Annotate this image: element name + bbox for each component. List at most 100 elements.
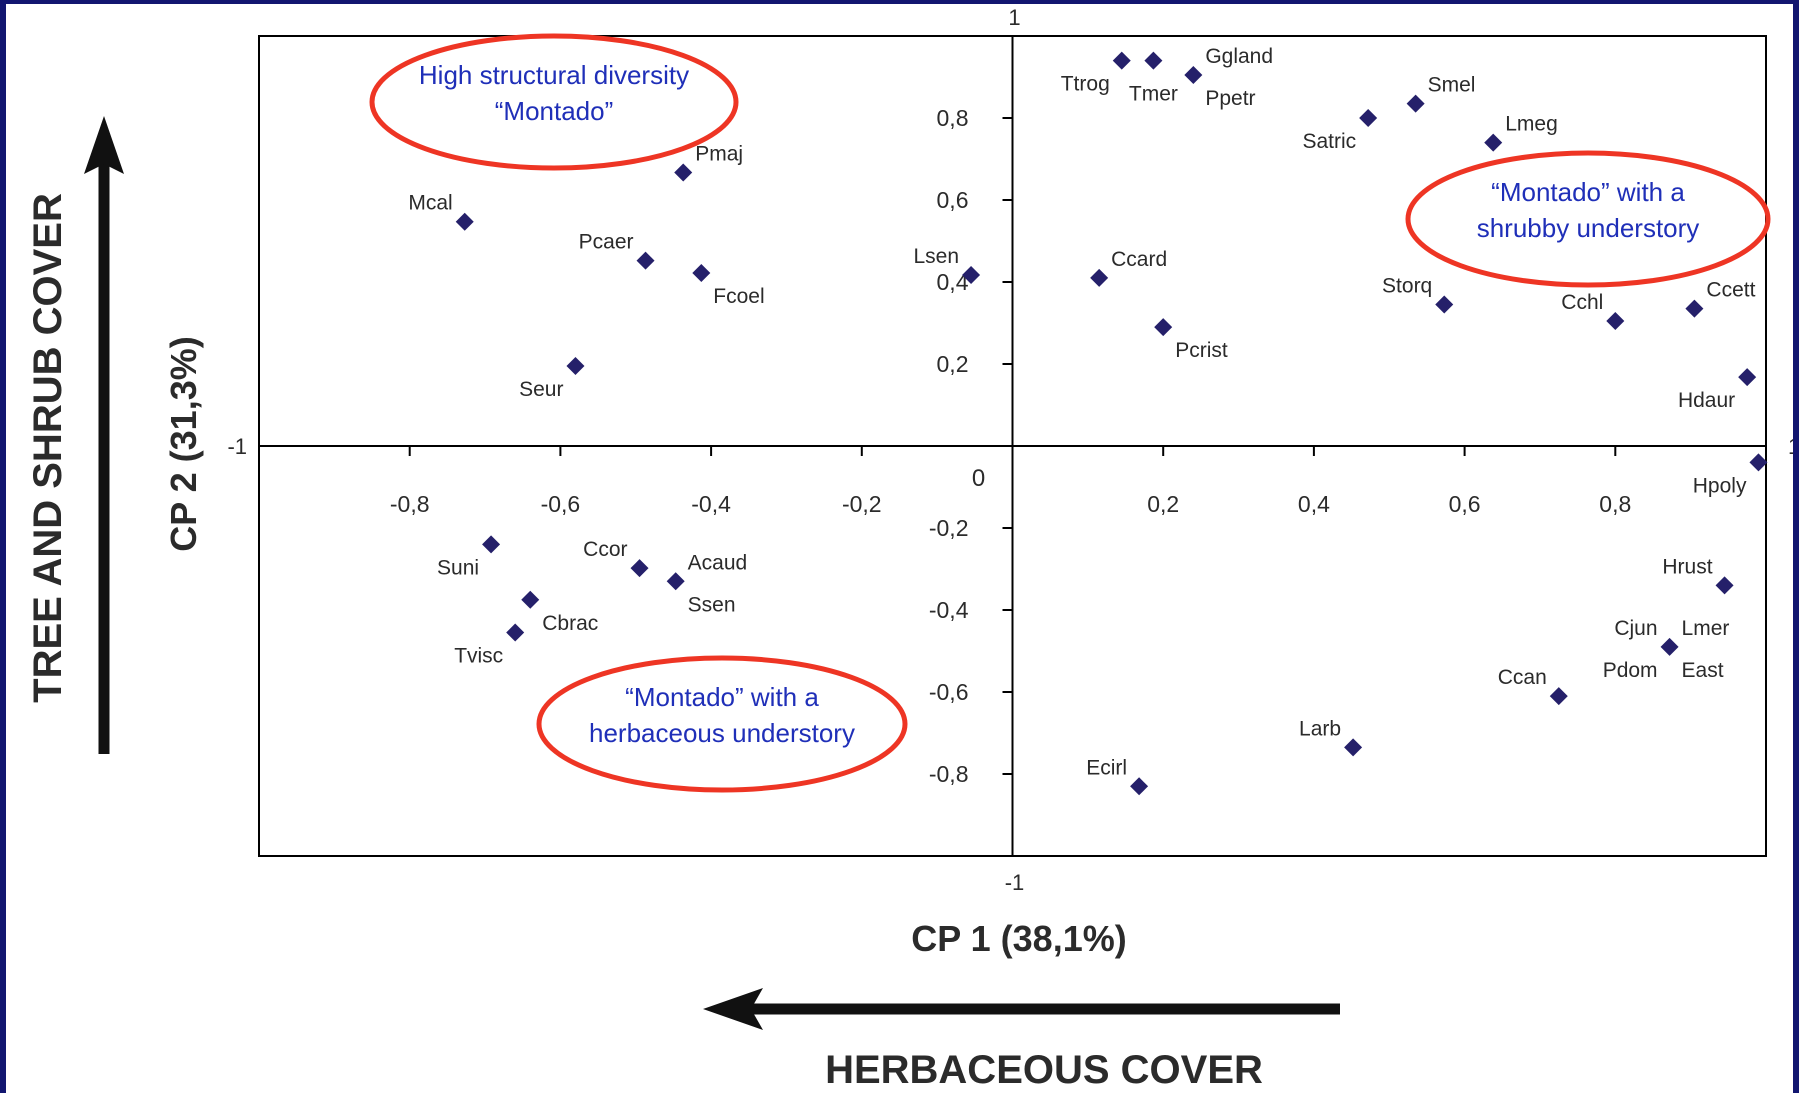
data-point-marker — [692, 263, 711, 282]
data-point-label: Fcoel — [713, 285, 764, 308]
data-point-label: Pdom — [1603, 659, 1658, 682]
tree-shrub-cover-label: TREE AND SHRUB COVER — [26, 193, 70, 703]
annotation-text: “Montado” with a — [1491, 177, 1685, 207]
data-point-marker — [962, 266, 981, 285]
data-point-marker — [1144, 51, 1163, 70]
data-point-label: Ssen — [688, 593, 736, 616]
x-tick-label: -0,6 — [541, 491, 581, 517]
data-point-marker — [1606, 311, 1625, 330]
y-tick-label: 0,6 — [937, 187, 969, 213]
data-point-label: Suni — [437, 556, 479, 579]
y-axis-top-end-label: 1 — [1008, 5, 1020, 30]
x-tick-label: 0,4 — [1298, 491, 1330, 517]
data-point-label: Ttrog — [1061, 73, 1110, 96]
data-point-marker — [1715, 576, 1734, 595]
data-point-label: East — [1682, 659, 1724, 682]
data-point-label: Pcrist — [1175, 339, 1228, 362]
annotation-text: shrubby understory — [1477, 213, 1700, 243]
data-point-marker — [1406, 94, 1425, 113]
data-point-label: Ggland — [1205, 45, 1273, 68]
annotation-ellipse — [536, 655, 908, 793]
x-tick-label: -0,2 — [842, 491, 882, 517]
data-point-marker — [1184, 65, 1203, 84]
data-point-marker — [1749, 453, 1768, 472]
annotation-ellipse — [369, 33, 739, 171]
annotation-text: “Montado” — [495, 96, 614, 126]
y-tick-label: -0,8 — [929, 761, 969, 787]
data-point-label: Ccan — [1498, 666, 1547, 689]
data-point-label: Hpoly — [1693, 474, 1747, 497]
side-labels-layer: TREE AND SHRUB COVER HERBACEOUS COVER — [26, 193, 1263, 1092]
data-point-label: Lmeg — [1505, 113, 1558, 136]
y-tick-label: 0,8 — [937, 105, 969, 131]
herbaceous-cover-label: HERBACEOUS COVER — [825, 1048, 1263, 1092]
annotation-text: herbaceous understory — [589, 718, 855, 748]
origin-label: 0 — [972, 465, 985, 492]
data-point-label: Lsen — [914, 245, 960, 268]
y-tick-label: 0,4 — [937, 269, 969, 295]
data-point-marker — [1738, 368, 1757, 387]
data-point-label: Hrust — [1662, 555, 1712, 578]
vertical-arrow-head — [84, 116, 124, 174]
data-point-label: Ccor — [583, 538, 627, 561]
data-point-marker — [455, 212, 474, 231]
data-point-label: Cchl — [1561, 291, 1603, 314]
x-axis-left-end-label: -1 — [227, 434, 247, 459]
y-tick-label: -0,4 — [929, 597, 969, 623]
horizontal-arrow-head — [703, 988, 763, 1030]
data-point-label: Pcaer — [579, 231, 634, 254]
data-point-marker — [1112, 51, 1131, 70]
axes-layer: -0,8 -0,6 -0,4 -0,2 0,2 0,4 0,6 0,8 0,8 0,6 0,4 0,2… — [84, 5, 1793, 1030]
data-point-label: Storq — [1382, 275, 1432, 298]
data-point-marker — [566, 357, 585, 376]
data-point-label: Mcal — [408, 192, 452, 215]
data-point-marker — [1685, 299, 1704, 318]
data-point-label: Seur — [519, 378, 563, 401]
data-point-label: Hdaur — [1678, 389, 1735, 412]
data-point-marker — [1660, 637, 1679, 656]
data-point-marker — [1130, 777, 1149, 796]
data-point-label: Cbrac — [542, 612, 598, 635]
data-point-marker — [521, 590, 540, 609]
data-point-label: Acaud — [688, 551, 748, 574]
x-axis-right-end-label: 1 — [1788, 434, 1793, 459]
data-point-marker — [482, 535, 501, 554]
data-point-label: Ppetr — [1205, 87, 1255, 110]
pca-scatter-chart: -0,8 -0,6 -0,4 -0,2 0,2 0,4 0,6 0,8 0,8 0,6 0,4 0,2… — [26, 5, 1793, 1092]
data-point-marker — [630, 559, 649, 578]
data-point-marker — [1435, 295, 1454, 314]
x-tick-label: -0,8 — [390, 491, 430, 517]
data-point-label: Pmaj — [695, 143, 743, 166]
data-point-marker — [674, 163, 693, 182]
data-point-marker — [666, 572, 685, 591]
data-point-marker — [1090, 268, 1109, 287]
data-point-label: Ccard — [1111, 248, 1167, 271]
annotations-layer: High structural diversity “Montado” “Monta… — [369, 33, 1771, 793]
x-tick-label: 0,2 — [1147, 491, 1179, 517]
y-tick-label: -0,2 — [929, 515, 969, 541]
x-tick-label: -0,4 — [691, 491, 731, 517]
slide-frame: -0,8 -0,6 -0,4 -0,2 0,2 0,4 0,6 0,8 0,8 0,6 0,4 0,2… — [6, 4, 1793, 1093]
x-axis-title: CP 1 (38,1%) — [911, 918, 1126, 959]
data-point-label: Cjun — [1614, 617, 1657, 640]
data-point-marker — [506, 623, 525, 642]
y-axis-title: CP 2 (31,3%) — [163, 336, 204, 551]
data-point-label: Tvisc — [454, 645, 503, 668]
data-point-label: Ecirl — [1086, 756, 1127, 779]
data-point-marker — [1344, 738, 1363, 757]
x-tick-label: 0,6 — [1449, 491, 1481, 517]
data-point-label: Ccett — [1706, 279, 1755, 302]
y-axis-bottom-end-label: -1 — [1005, 870, 1025, 895]
data-point-marker — [1154, 318, 1173, 337]
annotation-text: “Montado” with a — [625, 682, 819, 712]
data-point-label: Tmer — [1129, 83, 1178, 106]
data-point-label: Satric — [1302, 130, 1356, 153]
y-tick-label: -0,6 — [929, 679, 969, 705]
annotation-text: High structural diversity — [419, 60, 689, 90]
data-point-marker — [1359, 109, 1378, 127]
data-point-label: Lmer — [1682, 617, 1730, 640]
data-point-marker — [1484, 133, 1503, 152]
data-point-marker — [1549, 687, 1568, 706]
points-layer: Ttrog Tmer Ggland Ppetr Smel Satric Lmeg Pmaj Mc… — [408, 45, 1768, 796]
y-tick-label: 0,2 — [937, 351, 969, 377]
